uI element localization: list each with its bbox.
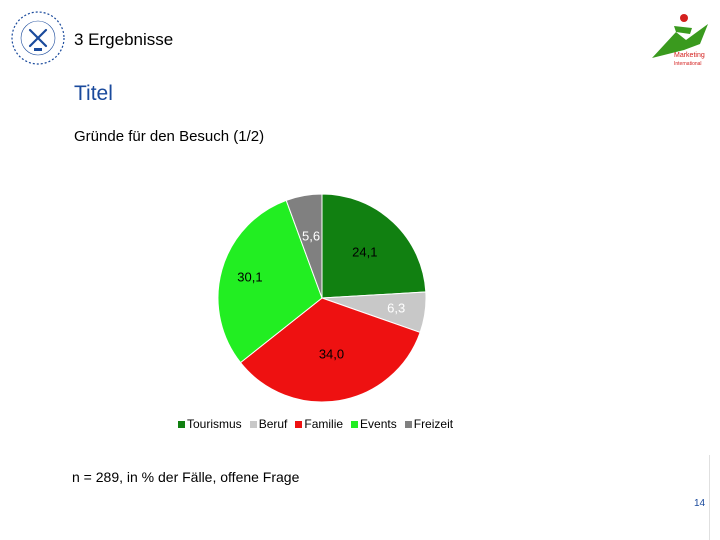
section-heading: 3 Ergebnisse xyxy=(74,30,174,49)
legend-label: Tourismus xyxy=(187,417,242,431)
legend-label: Events xyxy=(360,417,397,431)
pie-slice-freizeit xyxy=(285,193,323,299)
university-seal-icon xyxy=(10,10,66,66)
data-label-events: 30,1 xyxy=(237,270,262,285)
logo-text-1: Marketing xyxy=(674,52,705,59)
marketing-figure-icon: Marketing International xyxy=(652,14,708,67)
legend-swatch xyxy=(351,420,359,428)
data-label-tourismus: 24,1 xyxy=(352,245,377,260)
page-number: 14 xyxy=(694,498,706,509)
page-title: Titel xyxy=(74,82,113,105)
legend-item-tourismus: Tourismus xyxy=(178,417,242,431)
footnote: n = 289, in % der Fälle, offene Frage xyxy=(72,469,300,485)
chart-legend: Tourismus Beruf Familie Events Freizeit xyxy=(178,417,453,431)
logo-text-2: International xyxy=(674,61,702,67)
legend-swatch xyxy=(249,420,257,428)
legend-item-beruf: Beruf xyxy=(249,417,288,431)
divider xyxy=(709,455,710,540)
legend-label: Freizeit xyxy=(413,417,454,431)
pie-slice-events xyxy=(217,199,323,364)
legend-swatch xyxy=(178,420,185,428)
data-label-freizeit: 5,6 xyxy=(302,229,320,244)
legend-label: Beruf xyxy=(258,417,288,431)
legend-item-events: Events xyxy=(351,417,397,431)
data-label-beruf: 6,3 xyxy=(387,300,405,315)
data-label-familie: 34,0 xyxy=(319,346,344,361)
pie-slice-familie xyxy=(239,297,421,403)
legend-item-freizeit: Freizeit xyxy=(404,417,454,431)
legend-item-familie: Familie xyxy=(295,417,343,431)
chart-subtitle: Gründe für den Besuch (1/2) xyxy=(74,128,265,145)
legend-label: Familie xyxy=(304,417,344,431)
marketing-logo: Marketing International xyxy=(640,10,712,70)
legend-swatch xyxy=(404,420,412,428)
pie-slice-tourismus xyxy=(321,193,427,299)
legend-swatch xyxy=(295,420,303,428)
